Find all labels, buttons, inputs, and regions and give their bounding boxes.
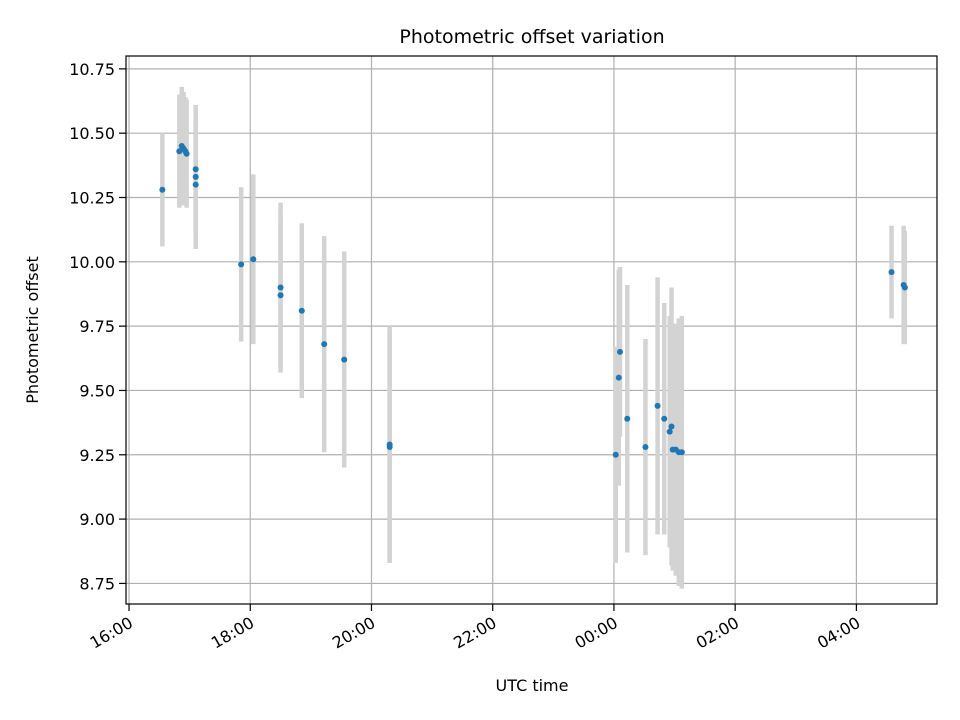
data-point [321,341,328,348]
data-points [159,143,908,458]
y-tick-label: 9.00 [79,510,115,529]
data-point [277,292,284,299]
y-tick-label: 9.50 [79,381,115,400]
x-axis-title: UTC time [496,676,569,695]
y-tick-label: 10.75 [69,60,115,79]
data-point [298,307,305,314]
data-point [183,150,190,157]
data-point [615,374,622,381]
data-point [624,415,631,422]
y-tick-label: 9.75 [79,317,115,336]
data-point [159,186,166,193]
data-point [661,415,668,422]
data-point [250,256,257,263]
data-point [386,444,393,451]
y-tick-label: 10.50 [69,124,115,143]
y-axis-title: Photometric offset [23,256,42,404]
plot-area-frame [125,55,938,605]
data-point [238,261,245,268]
data-point [341,356,348,363]
data-point [654,402,661,409]
chart-title: Photometric offset variation [399,26,664,48]
data-point [888,269,895,276]
data-point [192,166,199,173]
data-point [666,428,673,435]
data-point [616,348,623,355]
data-point [277,284,284,291]
data-point [678,449,685,456]
data-point [192,173,199,180]
data-point [192,181,199,188]
y-axis: 8.75 9.00 9.25 9.50 9.75 10.00 10.25 10.50 10.75 [69,60,126,593]
y-tick-label: 10.25 [69,189,115,208]
data-point [612,451,619,458]
data-point [642,444,649,451]
data-point [668,423,675,430]
data-point [901,284,908,291]
y-tick-label: 10.00 [69,253,115,272]
y-tick-label: 9.25 [79,446,115,465]
y-tick-label: 8.75 [79,574,115,593]
